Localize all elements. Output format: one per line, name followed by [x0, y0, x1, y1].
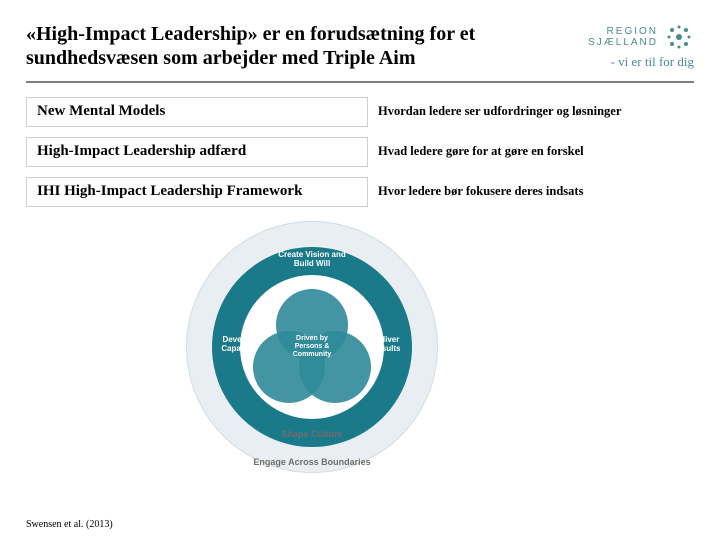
venn: Driven by Persons & Community	[253, 289, 371, 405]
arc-label-top: Create Vision and Build Will	[272, 251, 352, 269]
divider	[26, 81, 694, 83]
slide: «High-Impact Leadership» er en forudsætn…	[0, 0, 720, 540]
arc-label-right: Deliver Results	[364, 336, 408, 354]
ring-center: Driven by Persons & Community	[240, 275, 384, 419]
arc-label-left: Develop Capacity	[216, 336, 260, 354]
venn-center-label: Driven by Persons & Community	[282, 335, 342, 359]
row-2-right: Hvad ledere gøre for at gøre en forskel	[378, 144, 694, 159]
logo-line2: SJÆLLAND	[588, 37, 658, 48]
logo-icon	[664, 22, 694, 52]
row-3-right: Hvor ledere bør fokusere deres indsats	[378, 184, 694, 199]
header: «High-Impact Leadership» er en forudsætn…	[26, 22, 694, 71]
row-3: IHI High-Impact Leadership Framework Hvo…	[26, 177, 694, 207]
row-2: High-Impact Leadership adfærd Hvad leder…	[26, 137, 694, 167]
logo: REGION SJÆLLAND - vi er til for dig	[588, 22, 694, 70]
outer-label-inner: Shape Culture	[186, 429, 438, 439]
rows: New Mental Models Hvordan ledere ser udf…	[26, 97, 694, 207]
logo-line1: REGION	[607, 26, 658, 37]
row-3-left: IHI High-Impact Leadership Framework	[26, 177, 368, 207]
row-2-left: High-Impact Leadership adfærd	[26, 137, 368, 167]
outer-label-outer: Engage Across Boundaries	[186, 457, 438, 467]
logo-text: REGION SJÆLLAND	[588, 26, 658, 48]
row-1: New Mental Models Hvordan ledere ser udf…	[26, 97, 694, 127]
logo-top: REGION SJÆLLAND	[588, 22, 694, 52]
page-title: «High-Impact Leadership» er en forudsætn…	[26, 22, 516, 71]
row-1-left: New Mental Models	[26, 97, 368, 127]
leadership-diagram: Driven by Persons & Community Create Vis…	[186, 221, 438, 473]
footer-citation: Swensen et al. (2013)	[26, 519, 113, 530]
row-1-right: Hvordan ledere ser udfordringer og løsni…	[378, 104, 694, 119]
logo-tagline: - vi er til for dig	[611, 54, 694, 70]
